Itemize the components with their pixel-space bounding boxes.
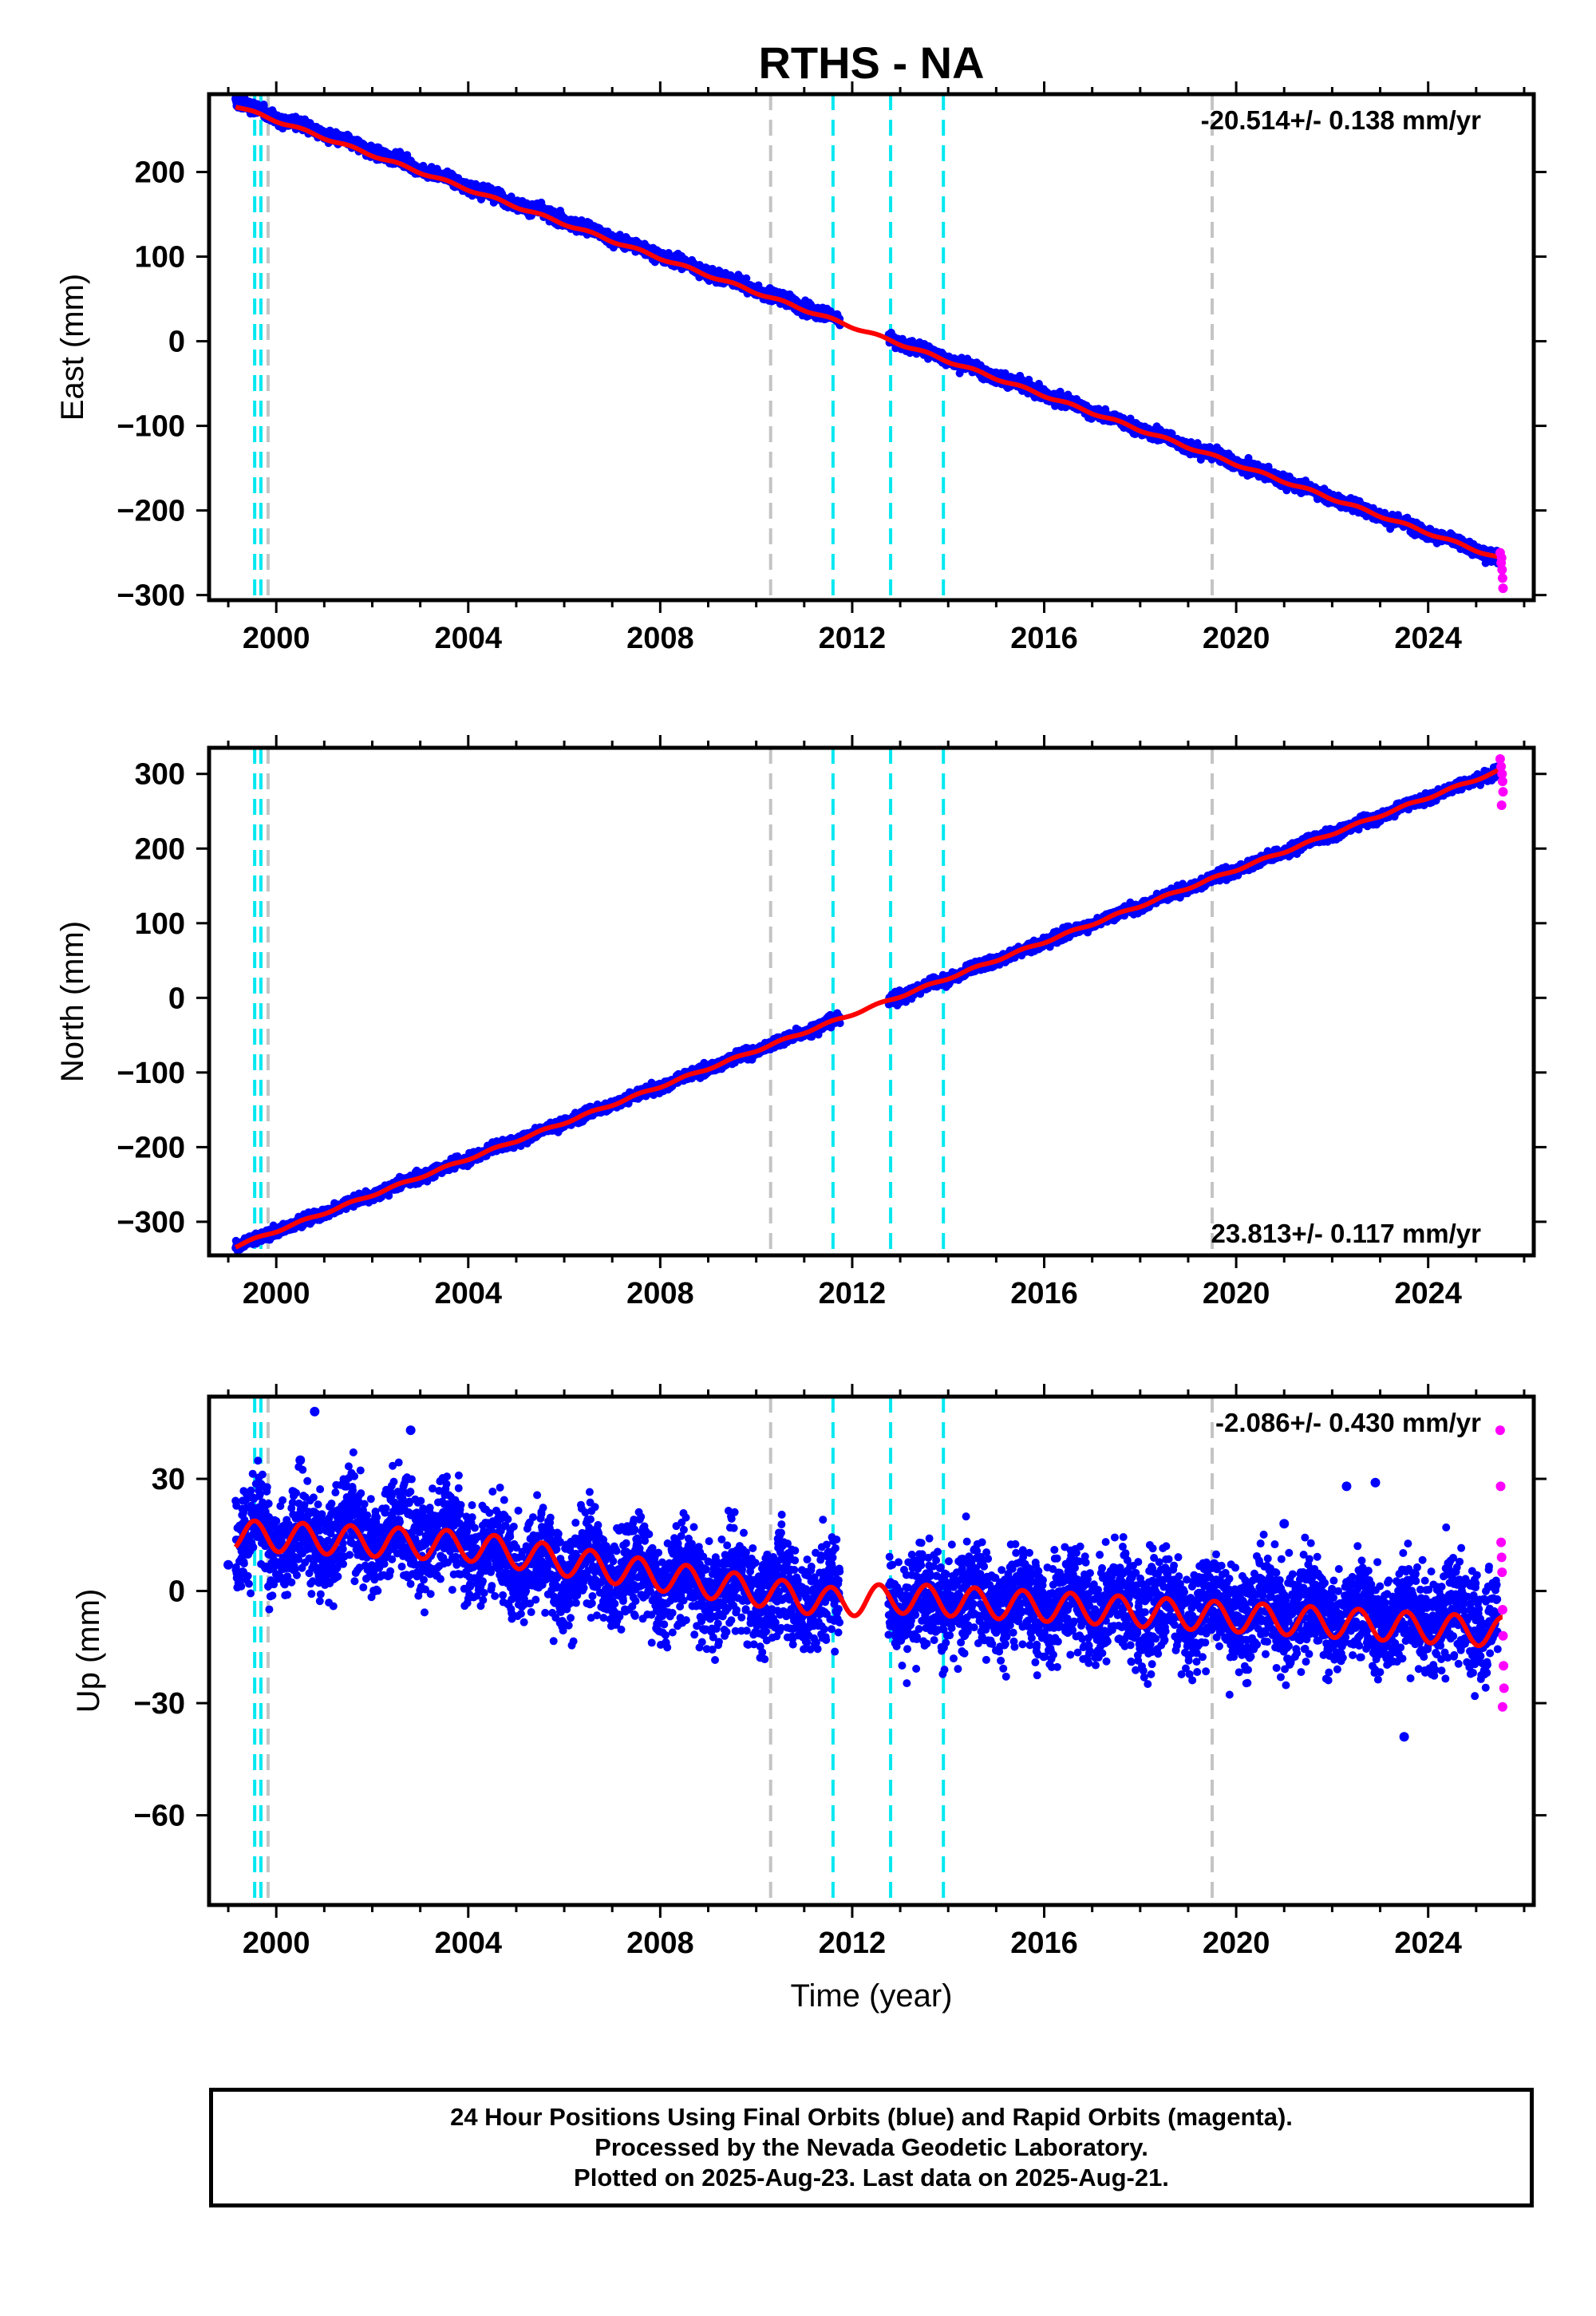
- north-plot-area: [231, 748, 1508, 1255]
- east-plot-area: [231, 94, 1508, 600]
- east-y-axis-label: East (mm): [55, 274, 90, 421]
- east-rapid-orbit-point: [1497, 564, 1507, 575]
- east-x-tick-label: 2024: [1394, 622, 1462, 655]
- east-x-tick-label: 2004: [435, 622, 503, 655]
- north-panel: North (mm)2000 2004 2008 2012 2016 2020 2024−3…: [55, 735, 1547, 1310]
- chart-title: RTHS - NA: [758, 38, 984, 88]
- east-y-tick-label: 100: [135, 241, 185, 275]
- east-y-tick-label: 200: [135, 156, 185, 190]
- east-x-tick-label: 2000: [243, 622, 310, 655]
- east-x-tick-label: 2020: [1203, 622, 1270, 655]
- east-x-tick-label: 2008: [626, 622, 694, 655]
- east-y-tick-label: 0: [168, 326, 185, 359]
- east-y-tick-label: −200: [117, 495, 185, 528]
- east-rapid-orbit-point: [1498, 583, 1508, 594]
- east-velocity-label: -20.514+/- 0.138 mm/yr: [1201, 105, 1481, 135]
- east-y-tick-label: −100: [117, 410, 185, 444]
- east-rapid-orbit-point: [1496, 552, 1507, 563]
- east-model-fit-line: [233, 105, 1505, 561]
- east-x-tick-label: 2012: [819, 622, 887, 655]
- east-panel: East (mm)2000 2004 2008 2012 2016 2020 2024−30…: [55, 81, 1547, 655]
- east-rapid-orbit-point: [1497, 573, 1507, 583]
- east-x-tick-label: 2016: [1010, 622, 1078, 655]
- east-y-tick-label: −300: [117, 579, 185, 613]
- north-y-axis-label: North (mm): [55, 921, 90, 1082]
